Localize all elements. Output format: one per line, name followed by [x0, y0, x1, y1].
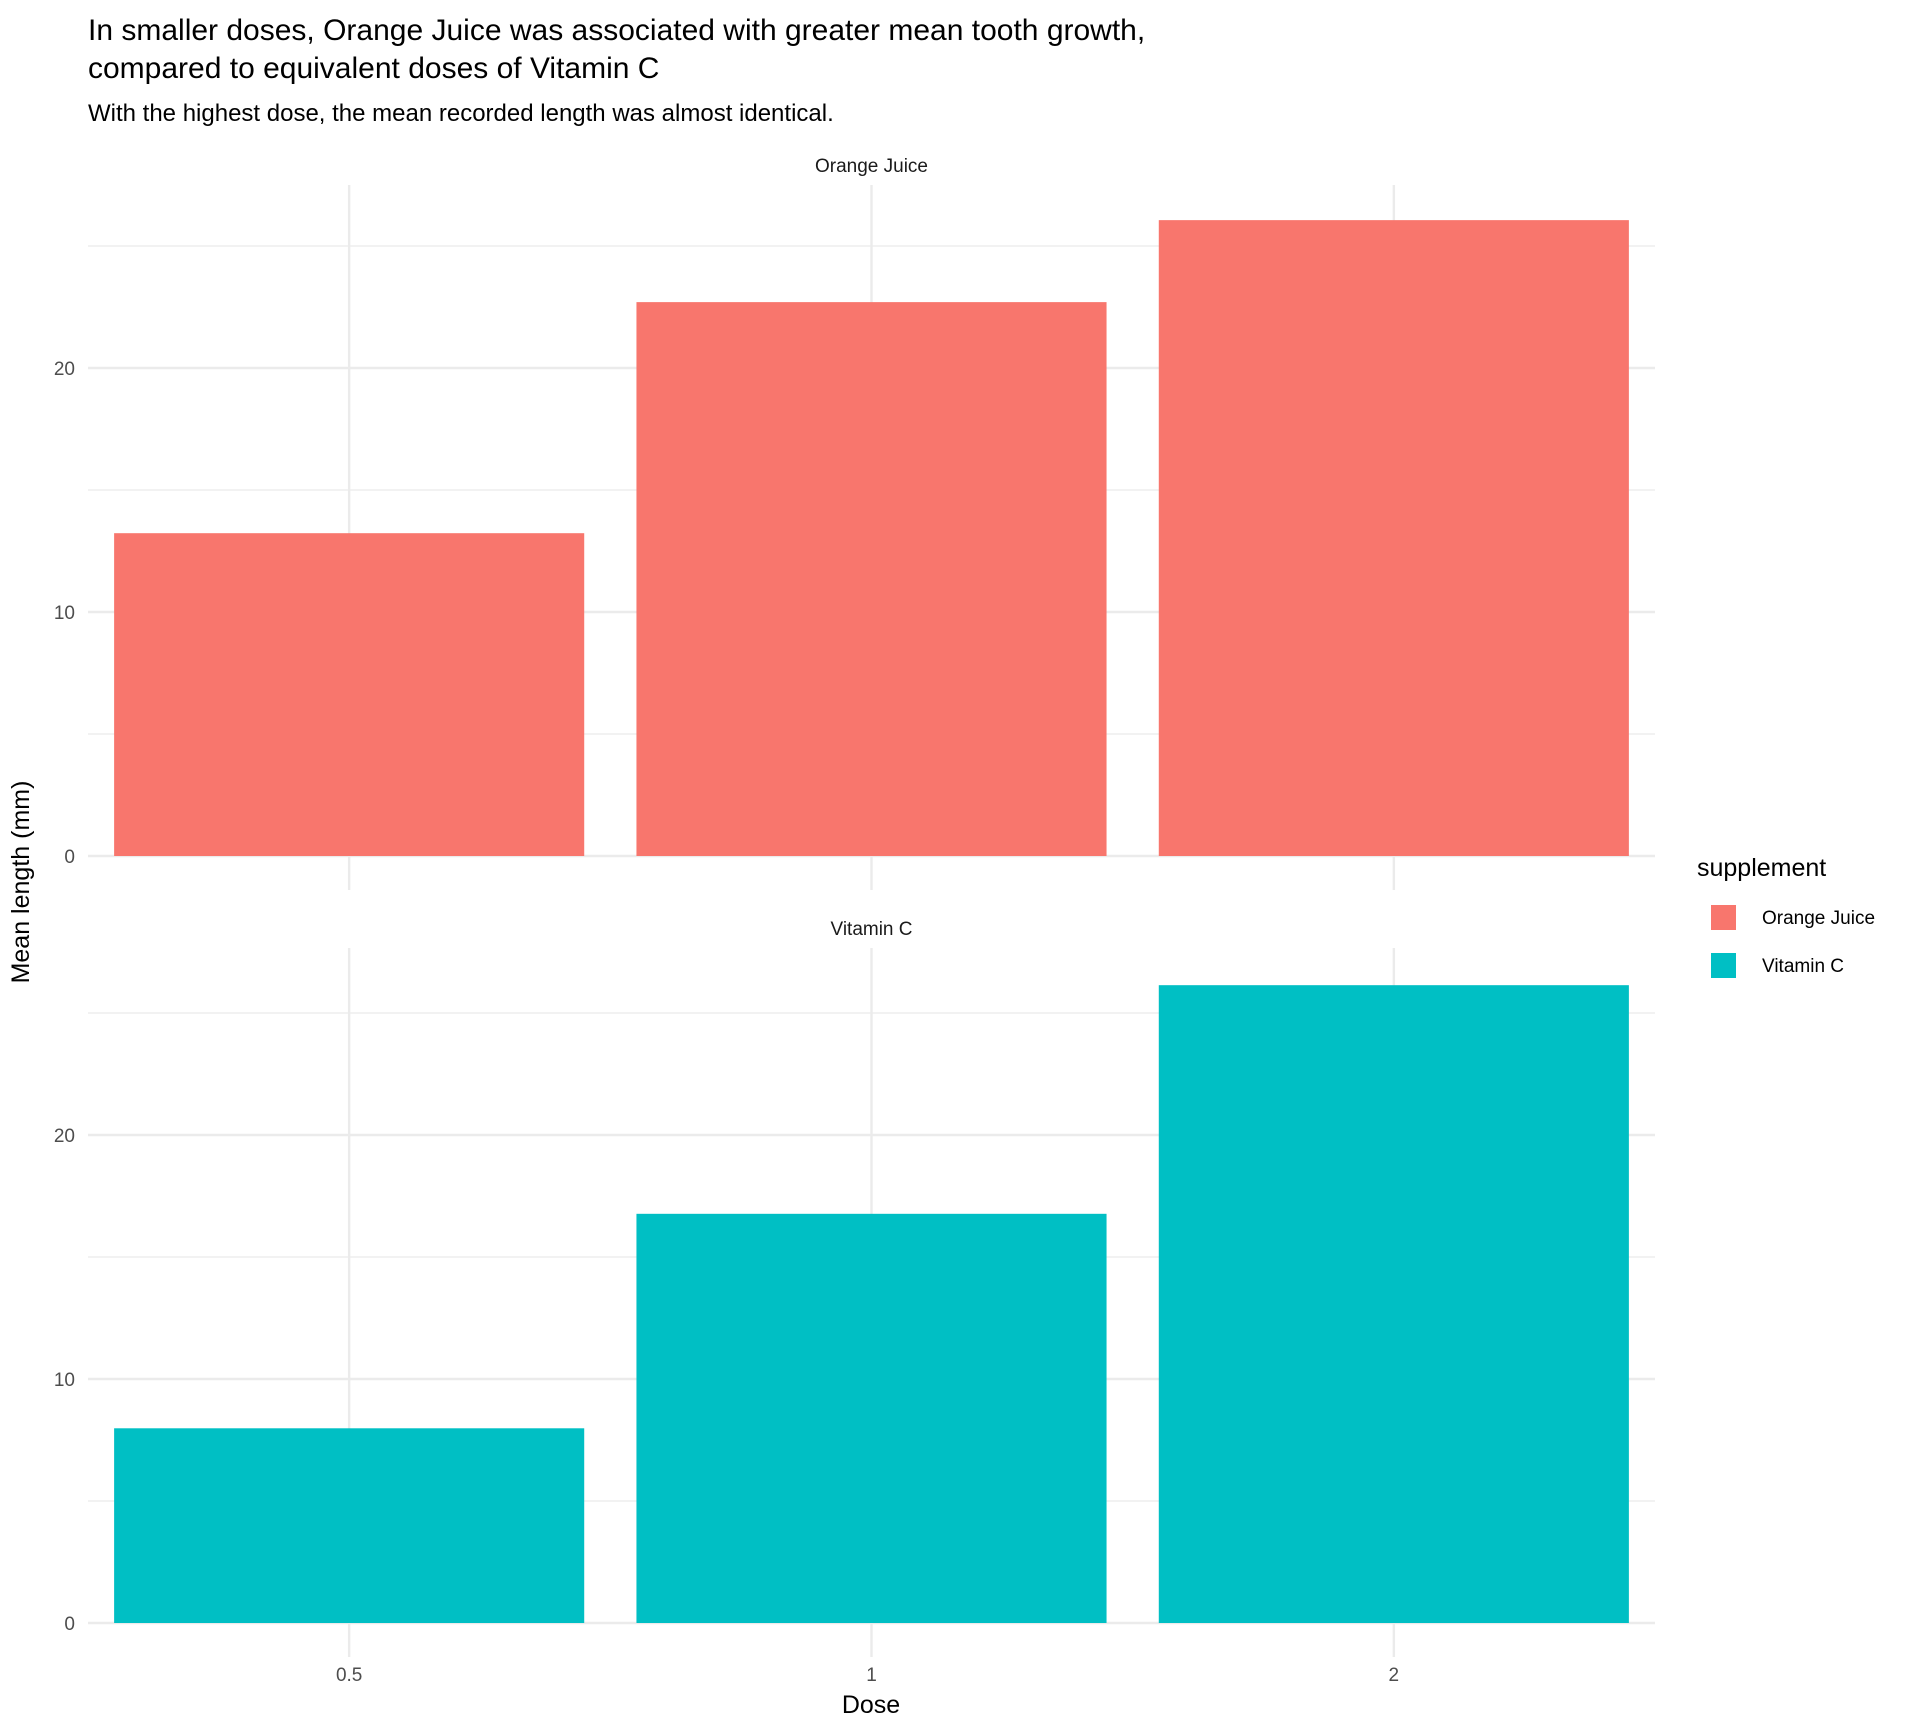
x-tick-label: 0.5: [336, 1665, 362, 1686]
bar: [114, 1428, 585, 1623]
x-tick-label: 2: [1389, 1665, 1400, 1686]
legend-swatch: [1711, 905, 1736, 930]
bar: [636, 1213, 1107, 1623]
legend-label: Orange Juice: [1762, 908, 1875, 929]
facet-panel: Vitamin C 0 10 20: [54, 919, 1655, 1657]
bar: [114, 533, 585, 856]
chart-title-line-1: In smaller doses, Orange Juice was assoc…: [88, 14, 1145, 47]
y-tick-label: 20: [54, 1126, 75, 1147]
chart-title-line-2: compared to equivalent doses of Vitamin …: [88, 52, 659, 85]
y-tick-label: 20: [54, 359, 75, 380]
legend-label: Vitamin C: [1762, 956, 1844, 977]
y-tick-label: 0: [64, 847, 75, 868]
legend: supplement Orange Juice Vitamin C: [1697, 854, 1875, 978]
chart-title: In smaller doses, Orange Juice was assoc…: [88, 14, 1145, 85]
facet-strip-label: Orange Juice: [815, 156, 928, 177]
facet-strip-label: Vitamin C: [830, 919, 912, 940]
bar: [1158, 985, 1629, 1623]
x-axis: 0.5 1 2: [336, 1665, 1399, 1686]
legend-title: supplement: [1697, 854, 1826, 882]
facet-panels: Orange Juice 0 10 20 Vitamin C 0 10 20 0.5 1 2: [54, 156, 1655, 1686]
y-tick-label: 10: [54, 1370, 75, 1391]
chart-subtitle: With the highest dose, the mean recorded…: [88, 100, 834, 127]
x-axis-title: Dose: [842, 1691, 900, 1719]
facet-panel: Orange Juice 0 10 20: [54, 156, 1655, 890]
legend-swatch: [1711, 953, 1736, 978]
y-tick-label: 0: [64, 1614, 75, 1635]
y-axis-title: Mean length (mm): [7, 781, 35, 984]
bar: [636, 302, 1107, 856]
bar: [1158, 220, 1629, 857]
x-tick-label: 1: [866, 1665, 877, 1686]
y-tick-label: 10: [54, 603, 75, 624]
